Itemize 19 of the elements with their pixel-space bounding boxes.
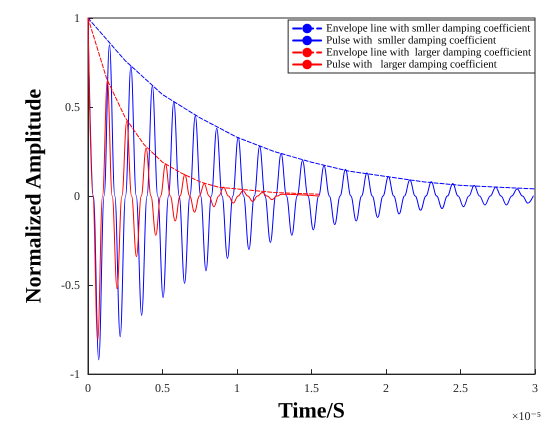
legend-label: Pulse with smller damping coefficient — [326, 34, 496, 46]
x-tick-label: 3 — [532, 381, 538, 396]
x-tick-label: 1.5 — [304, 381, 319, 396]
legend-label: Pulse with larger damping coefficient — [326, 58, 497, 70]
y-tick-label: 1 — [74, 11, 80, 25]
x-tick-label: 1 — [234, 381, 240, 396]
y-tick-label: -0.5 — [61, 278, 80, 292]
x-tick-label: 0.5 — [155, 381, 170, 396]
x-tick-label: 0 — [85, 381, 91, 396]
x-axis-title: Time/S — [278, 398, 345, 422]
y-tick-label: -1 — [70, 367, 80, 382]
legend-label: Envelope line with smller damping coefficient — [326, 22, 530, 34]
x-tick-label: 2 — [383, 381, 389, 396]
text: ×10⁻⁵ — [512, 409, 542, 423]
x-tick-label: 2.5 — [453, 381, 468, 396]
y-tick-label: 0 — [74, 189, 80, 204]
y-tick-label: 0.5 — [65, 100, 80, 114]
y-axis-title: Normalized Amplitude — [20, 88, 46, 304]
legend-label: Envelope line with larger damping coefficient — [326, 46, 531, 58]
